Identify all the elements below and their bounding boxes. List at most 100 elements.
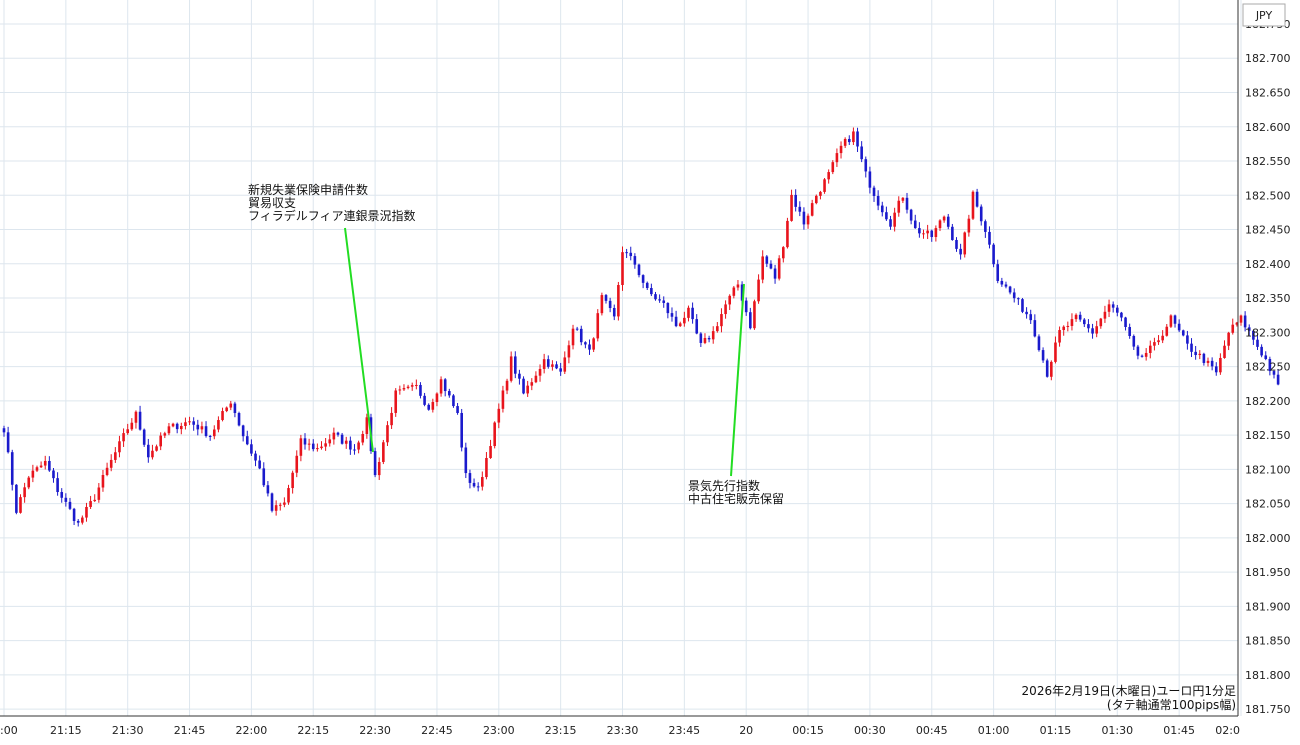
candle-body: [839, 145, 843, 154]
candle: [872, 185, 876, 202]
candle: [979, 204, 983, 226]
candle-body: [946, 216, 950, 227]
candle-body: [831, 162, 835, 173]
x-tick-label: 01:15: [1040, 724, 1072, 737]
candle-body: [1181, 330, 1185, 336]
candle-body: [278, 504, 282, 506]
candle: [707, 335, 711, 343]
candle-body: [1272, 371, 1276, 375]
candle: [1103, 305, 1107, 323]
candle: [1091, 323, 1094, 339]
candle-body: [188, 421, 191, 423]
candle: [509, 351, 513, 383]
candle: [1008, 285, 1012, 295]
candle: [398, 385, 402, 395]
candle-body: [328, 439, 332, 444]
candle: [394, 388, 398, 417]
candle: [1074, 313, 1078, 322]
candle: [419, 382, 422, 399]
candle-body: [349, 440, 352, 450]
y-tick-label: 182.350: [1245, 292, 1291, 305]
x-tick-label: 22:00: [236, 724, 268, 737]
candle: [27, 475, 31, 490]
candle: [270, 492, 274, 513]
y-tick-label: 181.900: [1245, 600, 1291, 613]
candle: [761, 250, 764, 284]
x-tick-label: 00:15: [792, 724, 824, 737]
candle: [1223, 340, 1226, 359]
candle: [476, 482, 480, 492]
candle: [19, 494, 22, 514]
chart-caption: 2026年2月19日(木曜日)ユーロ円1分足(タテ軸通常100pips幅): [1022, 684, 1236, 712]
candle: [175, 422, 179, 434]
candle-body: [625, 252, 628, 254]
candle-body: [85, 506, 88, 518]
candle-body: [1190, 343, 1193, 352]
candle: [893, 207, 896, 232]
candle-body: [377, 461, 381, 476]
candle: [967, 214, 971, 237]
y-tick-label: 181.850: [1245, 635, 1291, 648]
x-tick-label: 02:0: [1215, 724, 1240, 737]
candle-body: [930, 230, 934, 238]
candle-body: [1177, 323, 1181, 331]
candle: [1153, 337, 1156, 351]
candle: [254, 450, 257, 467]
candle: [431, 398, 435, 413]
candle-body: [105, 467, 109, 475]
candle: [959, 243, 962, 260]
candle: [1054, 336, 1057, 364]
candle-body: [979, 206, 983, 222]
candle: [2, 425, 6, 437]
annotation-text: フィラデルフィア連銀景況指数: [248, 208, 416, 223]
candle-body: [97, 487, 101, 500]
candle: [497, 403, 501, 429]
annotation-text: 中古住宅販売保留: [688, 491, 784, 506]
candle-body: [155, 446, 158, 451]
candle: [724, 300, 727, 319]
candle: [1062, 325, 1065, 336]
candle-body: [1161, 335, 1164, 341]
candle-body: [868, 171, 872, 188]
candle: [909, 208, 913, 225]
candle: [72, 507, 76, 526]
candle: [827, 169, 830, 184]
candle: [728, 294, 732, 310]
candle-body: [1148, 345, 1152, 353]
candle-body: [934, 228, 938, 238]
candle: [1276, 368, 1280, 386]
candle-body: [448, 391, 451, 396]
candle-body: [687, 307, 690, 318]
candle-body: [167, 426, 171, 434]
y-tick-label: 182.450: [1245, 224, 1291, 237]
y-tick-label: 182.400: [1245, 258, 1291, 271]
candle-body: [212, 429, 216, 437]
candle-body: [843, 138, 847, 146]
candle-body: [782, 247, 785, 259]
candle: [1128, 323, 1131, 339]
candle: [942, 215, 946, 223]
candle-body: [716, 326, 719, 332]
candle-body: [489, 446, 492, 459]
candle: [118, 435, 121, 458]
candle: [736, 279, 740, 291]
candle-body: [295, 455, 299, 473]
candle: [629, 246, 633, 261]
candle: [1140, 354, 1144, 358]
candle: [505, 378, 509, 395]
candle-body: [1243, 315, 1247, 328]
candle: [579, 325, 583, 346]
candle: [1264, 351, 1268, 361]
candle-body: [1045, 360, 1049, 377]
candle: [773, 264, 777, 284]
candle-body: [604, 295, 608, 301]
x-tick-label: 23:30: [607, 724, 639, 737]
candle-body: [336, 432, 340, 435]
candle: [1083, 318, 1086, 328]
candle: [1120, 311, 1123, 322]
candle-body: [52, 470, 55, 479]
candle: [109, 454, 113, 472]
candle-body: [258, 460, 261, 469]
candle-body: [534, 375, 538, 383]
candle: [794, 189, 797, 212]
